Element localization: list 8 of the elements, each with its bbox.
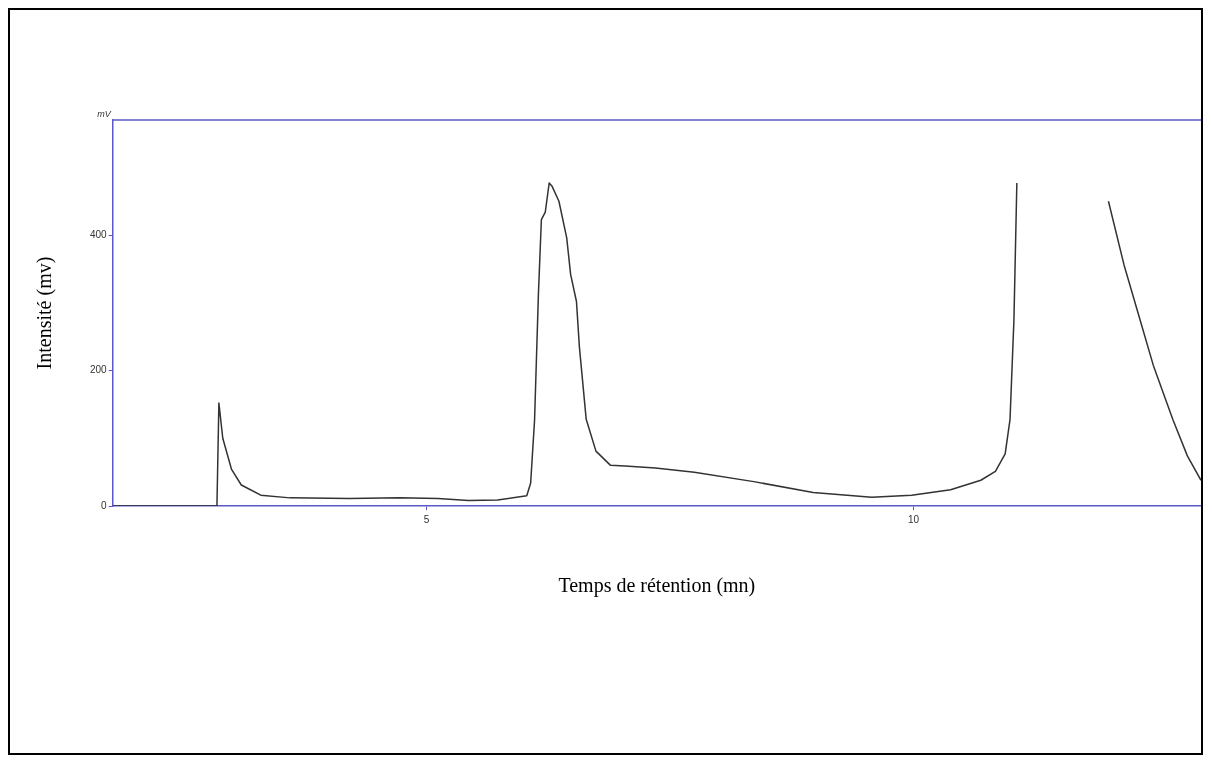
y-axis-title: Intensité (mv) <box>33 256 57 370</box>
y-tick-label: 400 <box>90 228 108 240</box>
y-tick-label: 0 <box>101 499 108 511</box>
y-tick-label: 200 <box>90 364 108 376</box>
x-tick-label: 10 <box>908 513 920 525</box>
x-tick-label: 5 <box>423 513 430 525</box>
text: mV <box>97 109 112 119</box>
x-axis-title: Temps de rétention (mn) <box>558 574 756 598</box>
